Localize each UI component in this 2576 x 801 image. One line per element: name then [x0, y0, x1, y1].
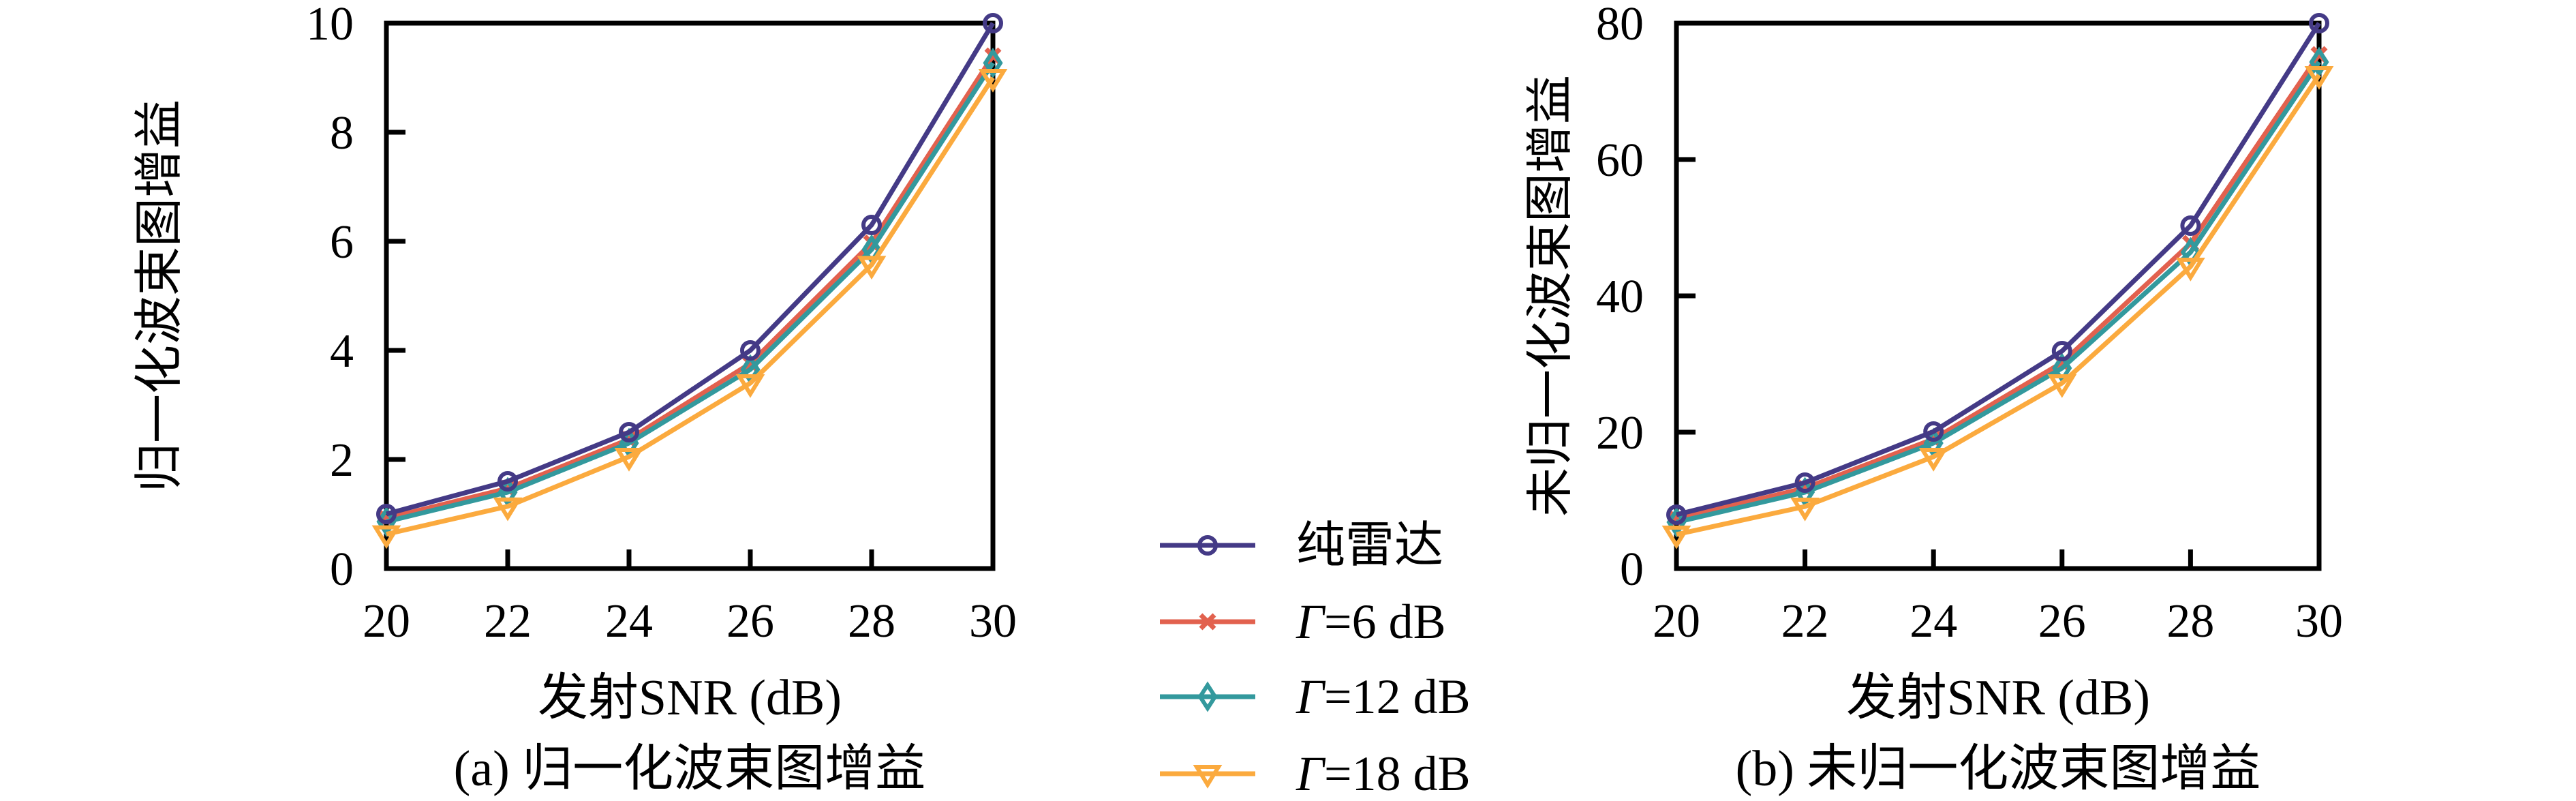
legend-item-gamma-12db: Γ=12 dB [1160, 672, 1471, 721]
series-marker-gamma-18db [493, 497, 523, 522]
y-tick-label: 6 [330, 216, 354, 269]
plot-frame [1674, 20, 2322, 571]
series-marker-gamma-18db [857, 256, 887, 280]
series-marker-pure-radar [1923, 421, 1944, 442]
y-tick-label: 80 [1596, 0, 1644, 50]
series-marker-gamma-18db [2304, 66, 2334, 90]
series-marker-pure-radar [1794, 472, 1815, 493]
x-axis-label: 发射SNR (dB) [538, 670, 842, 726]
series-marker-pure-radar [497, 471, 518, 492]
y-tick-label: 20 [1596, 407, 1644, 459]
series-marker-gamma-18db [2047, 374, 2077, 398]
legend-swatch-circle [1160, 535, 1255, 556]
x-tick-label: 22 [484, 595, 532, 648]
series-marker-pure-radar [861, 215, 882, 235]
legend-item-gamma-18db: Γ=18 dB [1160, 749, 1471, 798]
legend-marker-gamma-6db [1199, 613, 1216, 631]
legend-label-text: =12 dB [1323, 669, 1471, 724]
series-marker-pure-radar [983, 13, 1003, 33]
legend-label: Γ=6 dB [1296, 597, 1446, 646]
legend-swatch-diamond [1160, 681, 1255, 712]
legend-gamma-symbol: Γ [1296, 746, 1324, 801]
legend-label-text: =6 dB [1323, 594, 1446, 649]
y-tick-label: 10 [306, 0, 354, 50]
series-marker-gamma-12db [2052, 352, 2072, 384]
series-marker-gamma-18db [1661, 526, 1691, 549]
series-line-gamma-12db [1676, 61, 2321, 525]
series-marker-pure-radar [740, 340, 761, 361]
series-marker-gamma-18db [1790, 498, 1820, 522]
x-tick-label: 30 [2295, 595, 2343, 648]
chart-b-caption: (b) 未归一化波束图增益 [1736, 741, 2261, 797]
series-marker-gamma-18db [2176, 258, 2205, 282]
x-tick-label: 26 [2038, 595, 2086, 648]
y-tick-label: 8 [330, 107, 354, 160]
y-tick-label: 2 [330, 434, 354, 487]
y-axis-label-normalized: 归一化波束图增益 [132, 100, 187, 492]
legend-label: 纯雷达 [1296, 521, 1443, 570]
series-line-pure-radar [386, 22, 995, 517]
series-line-gamma-6db [1676, 53, 2321, 522]
y-tick-label: 0 [330, 543, 354, 596]
x-tick-label: 30 [969, 595, 1017, 648]
y-tick-label: 4 [330, 325, 354, 378]
x-tick-label: 20 [363, 595, 410, 648]
series-line-gamma-18db [386, 76, 995, 537]
series-line-gamma-12db [386, 61, 995, 524]
series-marker-gamma-18db [735, 374, 765, 398]
chart-a-caption: (a) 归一化波束图增益 [454, 741, 926, 797]
legend-item-gamma-6db: Γ=6 dB [1160, 597, 1446, 646]
series-marker-pure-radar [376, 504, 397, 524]
x-tick-label: 26 [726, 595, 774, 648]
plot-frame [384, 20, 996, 571]
y-tick-label: 60 [1596, 134, 1644, 187]
legend-label: Γ=12 dB [1296, 672, 1471, 721]
x-tick-label: 20 [1653, 595, 1700, 648]
legend-marker-gamma-18db [1193, 765, 1223, 789]
y-tick-label: 0 [1620, 543, 1644, 596]
series-line-gamma-18db [1676, 74, 2321, 537]
x-tick-label: 24 [605, 595, 653, 648]
x-tick-label: 28 [848, 595, 895, 648]
series-marker-gamma-18db [371, 525, 401, 549]
legend-swatch-x [1160, 613, 1255, 631]
legend-swatch-triangle-down [1160, 765, 1255, 789]
legend-marker-gamma-12db [1197, 681, 1218, 712]
y-axis-label-unnormalized: 未归一化波束图增益 [1527, 75, 1577, 517]
y-tick-label: 40 [1596, 271, 1644, 323]
legend: 纯雷达 Γ=6 dB Γ=12 dB Γ=18 dB [1043, 0, 1527, 801]
series-marker-pure-radar [2051, 341, 2072, 361]
x-axis-label: 发射SNR (dB) [1846, 670, 2150, 726]
legend-marker-pure-radar [1197, 535, 1218, 556]
legend-label-text: 纯雷达 [1296, 518, 1444, 573]
series-line-gamma-6db [386, 55, 995, 521]
series-marker-gamma-18db [1918, 448, 1948, 472]
series-marker-gamma-18db [614, 448, 644, 472]
x-tick-label: 24 [1910, 595, 1957, 648]
legend-gamma-symbol: Γ [1296, 669, 1324, 724]
series-marker-pure-radar [619, 422, 639, 442]
series-marker-gamma-12db [983, 47, 1003, 78]
legend-label: Γ=18 dB [1296, 749, 1471, 798]
series-marker-gamma-12db [2309, 46, 2329, 78]
legend-gamma-symbol: Γ [1296, 594, 1324, 649]
series-marker-pure-radar [2309, 13, 2329, 33]
series-marker-pure-radar [1666, 504, 1687, 525]
legend-label-text: =18 dB [1323, 746, 1471, 801]
legend-item-pure-radar: 纯雷达 [1160, 521, 1443, 570]
series-marker-gamma-18db [978, 69, 1008, 93]
series-line-pure-radar [1676, 22, 2321, 517]
series-marker-pure-radar [2180, 215, 2201, 236]
x-tick-label: 22 [1781, 595, 1829, 648]
x-tick-label: 28 [2166, 595, 2214, 648]
